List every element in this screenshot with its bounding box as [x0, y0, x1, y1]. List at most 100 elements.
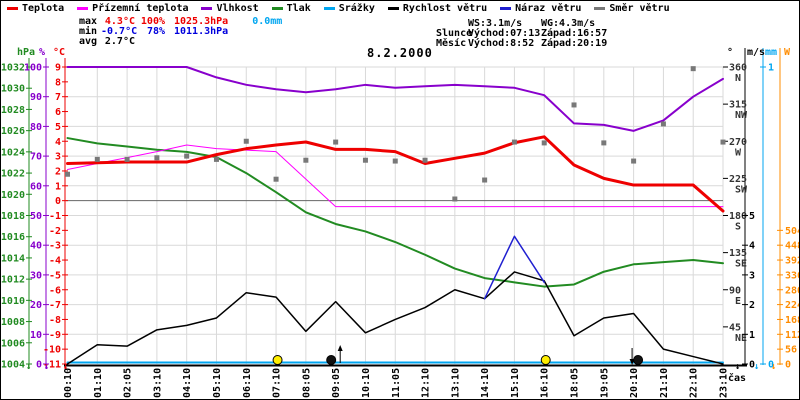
power-tick-label: 280	[785, 285, 800, 296]
time-tick-label: 20:10	[629, 368, 640, 398]
power-tick-label: 224	[785, 300, 800, 311]
time-tick-label: 05:10	[212, 368, 223, 398]
stats-max-label: max	[79, 16, 98, 27]
wind-direction-point	[601, 140, 607, 146]
legend-label: Rychlost větru	[402, 3, 488, 14]
moonrise-moon-icon	[326, 355, 337, 365]
direction-letter-label: S	[735, 222, 741, 233]
direction-tick-label: 270	[729, 137, 747, 148]
temp-tick-label: 5	[55, 122, 61, 133]
legend-label: Přízemní teplota	[92, 3, 189, 14]
time-tick-label: 23:10	[719, 368, 730, 398]
stats-min-humidity: 78%	[146, 26, 165, 37]
stats-avg-label: avg	[79, 36, 98, 47]
power-tick-label: 0	[785, 360, 791, 371]
pressure-tick-label: 1024	[1, 147, 25, 158]
wind-direction-point	[631, 158, 637, 164]
time-tick-label: 16:10	[540, 368, 551, 398]
temp-axis-arrow-icon: ↓	[63, 362, 68, 372]
pressure-tick-label: 1016	[1, 232, 25, 243]
pressure-tick-label: 1022	[1, 169, 25, 180]
humidity-tick-label: 60	[30, 181, 42, 192]
legend-label: Náraz větru	[515, 3, 582, 14]
pressure-tick-label: 1012	[1, 275, 25, 286]
moonrise-arrowhead-icon	[337, 345, 343, 351]
wind-direction-point	[333, 139, 339, 145]
pressure-tick-label: 1008	[1, 317, 25, 328]
humidity-tick-label: 10	[30, 330, 42, 341]
wind-direction-point	[94, 156, 100, 162]
sun-label: Slunce	[436, 28, 473, 39]
time-axis-label: čas	[728, 372, 746, 384]
time-tick-label: 08:05	[301, 368, 312, 398]
time-tick-label: 14:10	[480, 368, 491, 398]
chart-title: 8.2.2000	[367, 46, 433, 60]
series-line-teplota	[66, 135, 725, 213]
legend-item-1: Teplota	[7, 3, 64, 14]
temp-tick-label: -7	[49, 300, 61, 311]
humidity-tick-label: 100	[24, 63, 42, 74]
wind-direction-point	[154, 155, 160, 161]
temp-tick-label: -4	[49, 256, 61, 267]
legend-label: Tlak	[286, 3, 311, 14]
power-tick-label: 504	[785, 226, 800, 237]
temp-tick-label: -2	[49, 226, 61, 237]
power-tick-label: 112	[785, 330, 800, 341]
humidity-tick-label: 70	[30, 152, 42, 163]
time-tick-label: 13:10	[450, 368, 461, 398]
legend-label: Směr větru	[609, 3, 670, 14]
wind-direction-point	[392, 158, 398, 164]
legend-swatch-icon	[323, 7, 335, 10]
temp-tick-label: -9	[49, 330, 61, 341]
direction-tick-label: 225	[729, 174, 747, 185]
wind-direction-point	[511, 139, 517, 145]
series-line-tlak	[66, 137, 724, 288]
humidity-tick-label: 0	[36, 360, 42, 371]
sunrise-sun-icon	[272, 355, 283, 365]
stats-min-pressure: 1011.3hPa	[174, 26, 229, 37]
stats-avg-temp: 2.7°C	[104, 36, 135, 47]
legend-item-3: Vlhkost	[201, 3, 259, 14]
stats-min-temp: -0.7°C	[101, 26, 138, 37]
direction-tick-label: 135	[729, 248, 747, 259]
time-tick-label: 10:10	[361, 368, 372, 398]
wind-speed-max: WS:3.1m/s	[468, 18, 523, 29]
info-block: WS:3.1m/s WG:4.3m/s SlunceVýchod:07:13Záp…	[436, 19, 607, 49]
series-line-rychlost-v-tru	[66, 271, 724, 365]
wind-gust-max: WG:4.3m/s	[541, 18, 596, 29]
wind-direction-point	[720, 139, 726, 145]
wind-tick-label: 4	[749, 241, 755, 252]
wind-tick-label: 5	[749, 211, 755, 222]
time-tick-label: 19:05	[599, 368, 610, 398]
wind-direction-point	[184, 153, 190, 159]
legend-swatch-icon	[271, 7, 283, 10]
temp-tick-label: 9	[55, 63, 61, 74]
wind-direction-point	[303, 157, 309, 163]
precip-tick-label: 0	[768, 360, 774, 371]
stats-max-temp: 4.3°C	[104, 16, 135, 27]
time-tick-label: 07:10	[272, 368, 283, 398]
humidity-tick-label: 40	[30, 241, 42, 252]
time-tick-label: 02:05	[123, 368, 134, 398]
direction-tick-label: 315	[729, 100, 747, 111]
humidity-axis-unit: %	[39, 47, 45, 58]
wind-summary-row: WS:3.1m/s WG:4.3m/s	[436, 19, 607, 29]
sunset-time: Západ:16:57	[541, 28, 608, 39]
power-tick-label: 336	[785, 270, 800, 281]
temp-tick-label: -8	[49, 315, 61, 326]
wind-direction-point	[571, 102, 577, 108]
temp-tick-label: 7	[55, 92, 61, 103]
time-tick-label: 22:10	[689, 368, 700, 398]
time-tick-label: 03:10	[152, 368, 163, 398]
stats-max-precip: 0.0mm	[252, 16, 283, 27]
moon-label: Měsíc	[436, 38, 467, 49]
power-axis-arrow-icon: ↓	[771, 362, 776, 372]
precip-tick-label: 1	[768, 63, 774, 74]
pressure-tick-label: 1020	[1, 190, 25, 201]
wind-direction-point	[65, 171, 70, 177]
pressure-tick-label: 1014	[1, 253, 25, 264]
legend-label: Vlhkost	[216, 3, 259, 14]
humidity-axis-arrow-icon: ↓	[44, 362, 49, 372]
legend-item-4: Tlak	[271, 3, 311, 14]
